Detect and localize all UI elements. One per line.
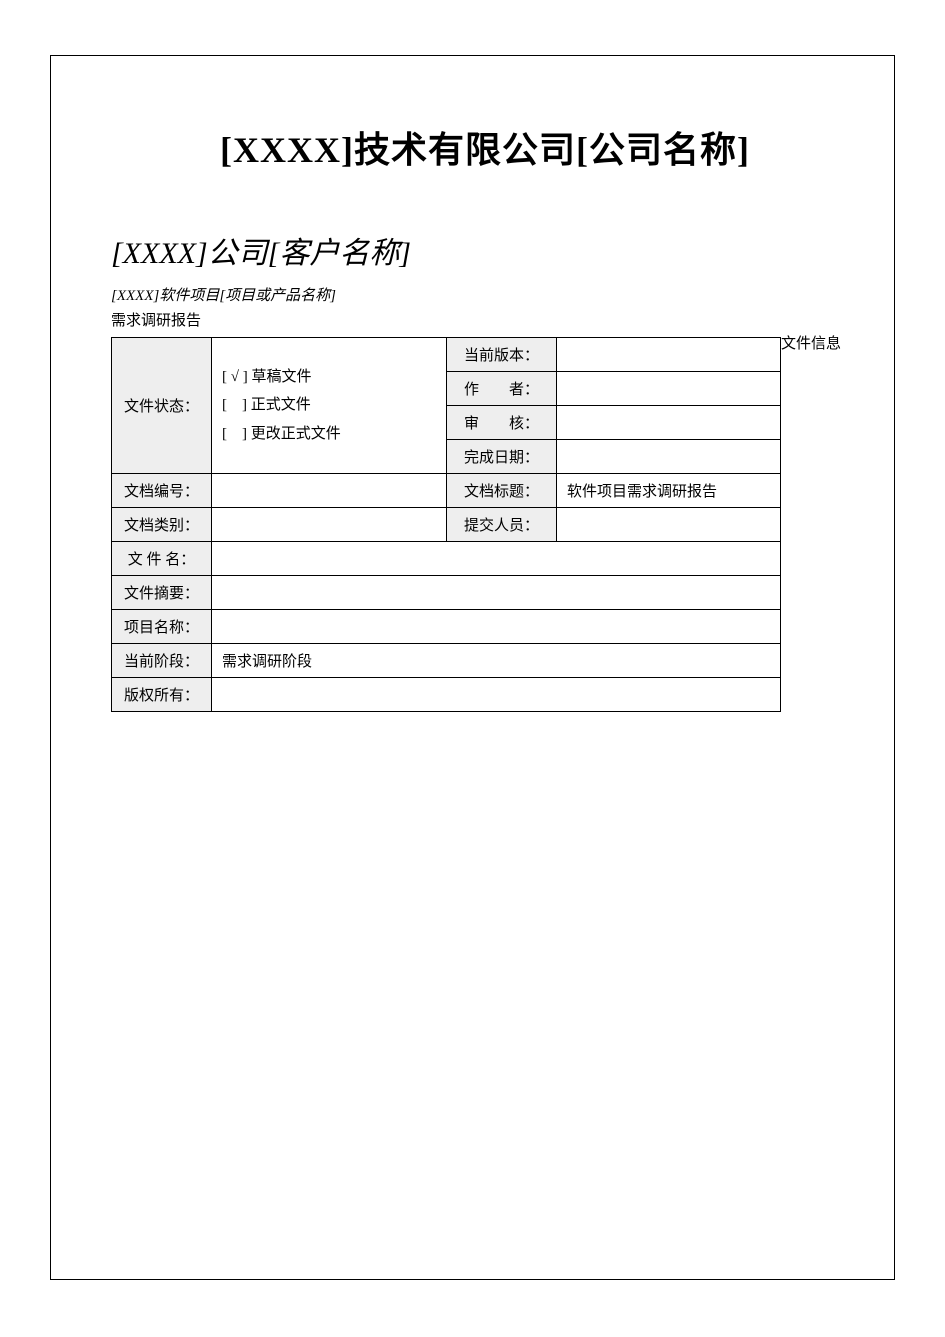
project-name-label: 项目名称： xyxy=(112,610,212,644)
status-option-change: [ ] 更改正式文件 xyxy=(222,420,436,449)
doc-title-label: 文档标题： xyxy=(447,474,557,508)
project-line: [XXXX]软件项目[项目或产品名称] xyxy=(111,284,859,305)
doc-number-value xyxy=(212,474,447,508)
doc-category-value xyxy=(212,508,447,542)
copyright-value xyxy=(212,678,781,712)
current-version-label: 当前版本： xyxy=(447,338,557,372)
copyright-label: 版权所有： xyxy=(112,678,212,712)
report-title: 需求调研报告 xyxy=(111,309,859,330)
doc-number-label: 文档编号： xyxy=(112,474,212,508)
completion-date-label: 完成日期： xyxy=(447,440,557,474)
doc-category-label: 文档类别： xyxy=(112,508,212,542)
status-option-formal: [ ] 正式文件 xyxy=(222,391,436,420)
file-info-table: 文件状态： [ √ ] 草稿文件 [ ] 正式文件 [ ] 更改正式文件 当前版… xyxy=(111,337,781,712)
author-label: 作 者： xyxy=(447,372,557,406)
current-phase-label: 当前阶段： xyxy=(112,644,212,678)
filename-label: 文 件 名： xyxy=(112,542,212,576)
reviewer-label: 审 核： xyxy=(447,406,557,440)
file-status-options: [ √ ] 草稿文件 [ ] 正式文件 [ ] 更改正式文件 xyxy=(212,338,447,474)
submitter-label: 提交人员： xyxy=(447,508,557,542)
table-row: 当前阶段： 需求调研阶段 xyxy=(112,644,781,678)
file-summary-label: 文件摘要： xyxy=(112,576,212,610)
table-row: 项目名称： xyxy=(112,610,781,644)
table-row: 文档类别： 提交人员： xyxy=(112,508,781,542)
table-row: 文件状态： [ √ ] 草稿文件 [ ] 正式文件 [ ] 更改正式文件 当前版… xyxy=(112,338,781,372)
doc-title-value: 软件项目需求调研报告 xyxy=(557,474,781,508)
project-name-value xyxy=(212,610,781,644)
author-value xyxy=(557,372,781,406)
status-option-draft: [ √ ] 草稿文件 xyxy=(222,363,436,392)
reviewer-value xyxy=(557,406,781,440)
document-page: [XXXX]技术有限公司[公司名称] [XXXX]公司[客户名称] [XXXX]… xyxy=(50,55,895,1280)
submitter-value xyxy=(557,508,781,542)
company-title: [XXXX]技术有限公司[公司名称] xyxy=(111,121,859,173)
file-status-label: 文件状态： xyxy=(112,338,212,474)
completion-date-value xyxy=(557,440,781,474)
table-row: 文档编号： 文档标题： 软件项目需求调研报告 xyxy=(112,474,781,508)
table-row: 文件摘要： xyxy=(112,576,781,610)
current-phase-value: 需求调研阶段 xyxy=(212,644,781,678)
table-row: 版权所有： xyxy=(112,678,781,712)
filename-value xyxy=(212,542,781,576)
table-row: 文 件 名： xyxy=(112,542,781,576)
file-summary-value xyxy=(212,576,781,610)
client-title: [XXXX]公司[客户名称] xyxy=(111,228,859,272)
current-version-value xyxy=(557,338,781,372)
